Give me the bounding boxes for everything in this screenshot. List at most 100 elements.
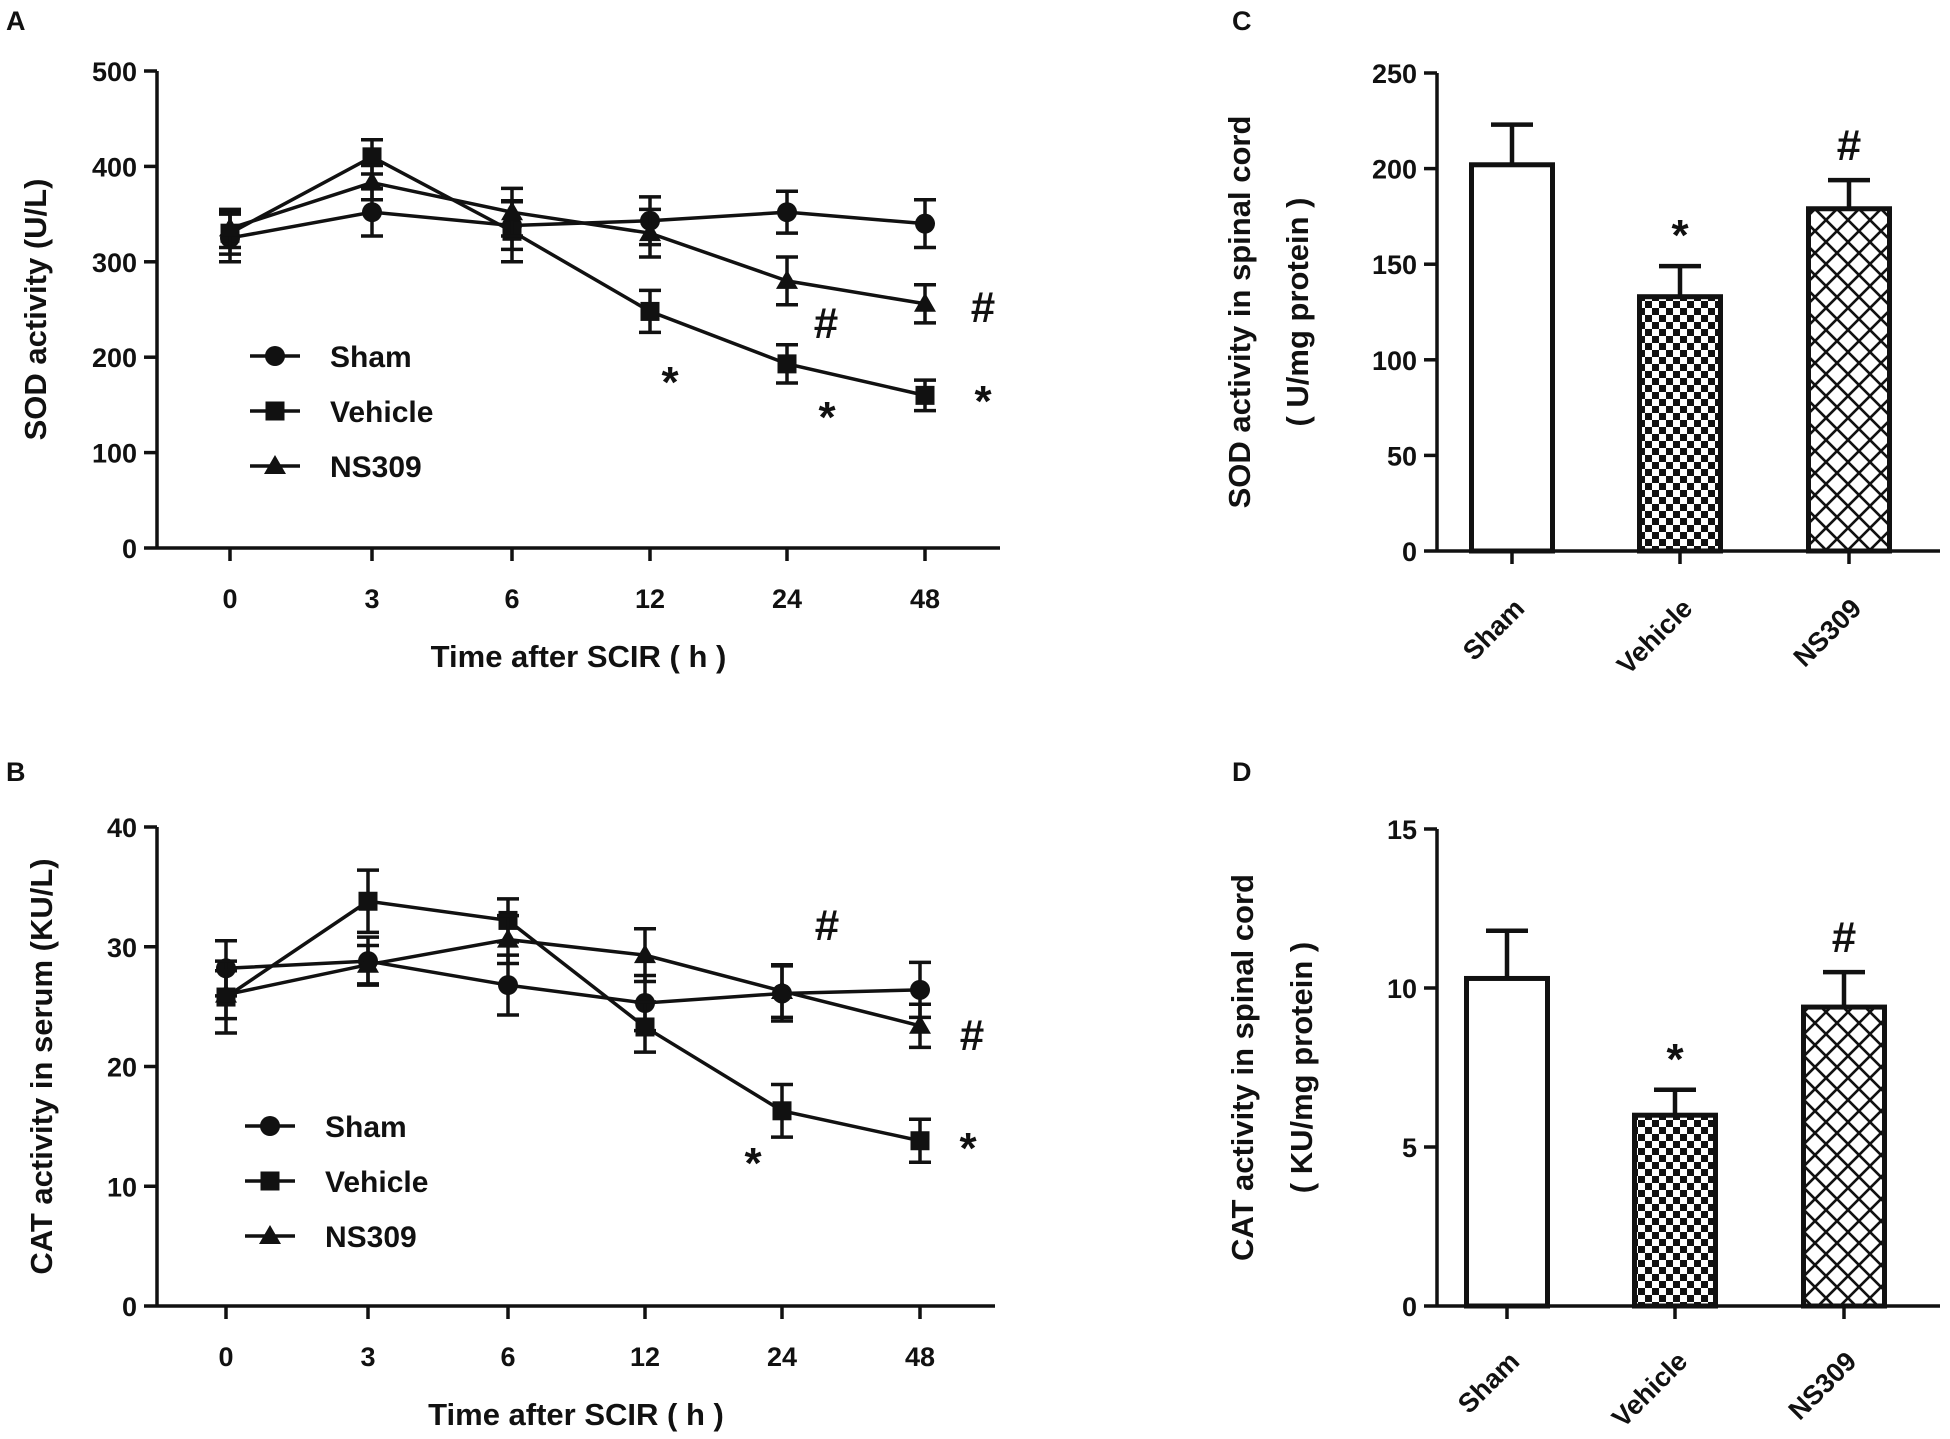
series-line — [229, 154, 926, 398]
y-tick-label: 200 — [92, 343, 137, 373]
significance-hash: # — [1837, 121, 1861, 170]
significance-asterisk: * — [974, 377, 992, 426]
y-axis-title: CAT activity in serum (KU/L) — [24, 858, 59, 1274]
data-point — [771, 980, 793, 1000]
data-point — [219, 217, 241, 237]
series-ns309 — [219, 163, 936, 325]
panel-letter: B — [6, 757, 26, 787]
significance-asterisk: * — [744, 1139, 762, 1188]
series-line — [225, 899, 921, 1143]
y-tick-label: 30 — [107, 933, 137, 963]
legend-label: Sham — [330, 341, 412, 374]
significance-hash: # — [1832, 913, 1856, 962]
x-tick-label: 6 — [504, 584, 519, 614]
x-tick-label: 3 — [364, 584, 379, 614]
panel-letter: A — [6, 6, 26, 36]
y-axis-title: SOD activity in spinal cord — [1222, 116, 1257, 509]
legend-label: NS309 — [330, 451, 422, 484]
bar — [1469, 162, 1555, 554]
y-tick-label: 5 — [1402, 1133, 1417, 1163]
x-tick-label: 0 — [222, 584, 237, 614]
legend-marker — [264, 455, 286, 474]
legend: Sham Vehicle NS309 — [245, 1111, 428, 1254]
significance-hash: # — [815, 901, 839, 950]
data-point — [909, 1014, 931, 1034]
legend-marker — [265, 401, 285, 421]
bar — [1637, 294, 1723, 554]
x-tick-label: Sham — [1457, 593, 1530, 666]
y-tick-label: 0 — [122, 534, 137, 564]
y-axis-title: CAT activity in spinal cord — [1225, 874, 1260, 1261]
data-point — [501, 201, 523, 221]
bar-group-ns309 — [1806, 177, 1892, 554]
x-tick-label: 48 — [905, 1342, 935, 1372]
data-point — [777, 202, 797, 223]
data-point — [777, 354, 797, 374]
x-tick-label: Vehicle — [1611, 593, 1698, 680]
x-tick-label: 24 — [772, 584, 802, 614]
bar — [1806, 206, 1892, 554]
y-tick-label: 400 — [92, 152, 137, 182]
panel-a-sod-serum-line-chart: A 0 100 200 300 400 500 0 3 6 12 24 48 Time after SCI… — [6, 6, 1000, 674]
data-point — [639, 222, 661, 242]
data-point — [776, 269, 798, 289]
significance-asterisk: * — [1671, 211, 1689, 260]
legend-label: NS309 — [325, 1221, 417, 1254]
x-tick-label: 12 — [635, 584, 665, 614]
y-tick-label: 100 — [1372, 346, 1417, 376]
series-line — [229, 180, 926, 306]
data-point — [915, 385, 935, 405]
bar-group-sham — [1469, 122, 1555, 554]
y-tick-label: 0 — [122, 1292, 137, 1322]
series-sham — [215, 935, 931, 1033]
data-point — [910, 979, 930, 1000]
y-tick-label: 300 — [92, 248, 137, 278]
x-tick-label: 48 — [910, 584, 940, 614]
panel-d-cat-spinal-bar-chart: D 0 5 10 15 CAT activity in spinal cord ( KU/m… — [1225, 757, 1940, 1433]
data-point — [362, 202, 382, 223]
y-tick-label: 0 — [1402, 1292, 1417, 1322]
x-tick-label: Vehicle — [1606, 1346, 1693, 1433]
data-point — [772, 1101, 792, 1121]
y-tick-label: 10 — [107, 1172, 137, 1202]
y-axis-title-units: ( KU/mg protein ) — [1284, 942, 1319, 1193]
y-tick-label: 0 — [1402, 537, 1417, 567]
series-ns309 — [215, 913, 931, 1050]
series-line — [229, 210, 926, 240]
bar-group-vehicle — [1637, 263, 1723, 554]
significance-hash: # — [971, 283, 995, 332]
bar-group-ns309 — [1801, 969, 1887, 1309]
panel-c-sod-spinal-bar-chart: C 0 50 100 150 200 250 SOD activity in spinal c… — [1222, 6, 1940, 680]
data-point — [640, 301, 660, 321]
y-tick-label: 100 — [92, 439, 137, 469]
bar — [1464, 975, 1550, 1309]
legend-marker — [260, 1171, 280, 1191]
y-tick-label: 150 — [1372, 250, 1417, 280]
y-axis-title: SOD activity (U/L) — [18, 179, 53, 441]
series-vehicle — [219, 137, 936, 413]
series-sham — [219, 186, 936, 264]
x-axis-title: Time after SCIR ( h ) — [431, 639, 727, 674]
significance-asterisk: * — [818, 393, 836, 442]
bar — [1801, 1004, 1887, 1309]
y-tick-label: 20 — [107, 1053, 137, 1083]
x-tick-label: Sham — [1452, 1346, 1525, 1419]
x-tick-label: 24 — [767, 1342, 797, 1372]
panel-letter: C — [1232, 6, 1252, 36]
legend-label: Vehicle — [325, 1166, 428, 1199]
significance-hash: # — [814, 299, 838, 348]
panel-letter: D — [1232, 757, 1252, 787]
y-tick-label: 10 — [1387, 974, 1417, 1004]
legend-marker — [260, 1116, 280, 1136]
x-tick-label: 0 — [218, 1342, 233, 1372]
data-point — [634, 944, 656, 964]
data-point — [362, 147, 382, 167]
significance-hash: # — [960, 1011, 984, 1060]
data-point — [358, 891, 378, 911]
significance-asterisk: * — [661, 358, 679, 407]
data-point — [915, 213, 935, 234]
data-point — [361, 171, 383, 191]
data-point — [635, 1017, 655, 1037]
data-point — [215, 983, 237, 1003]
